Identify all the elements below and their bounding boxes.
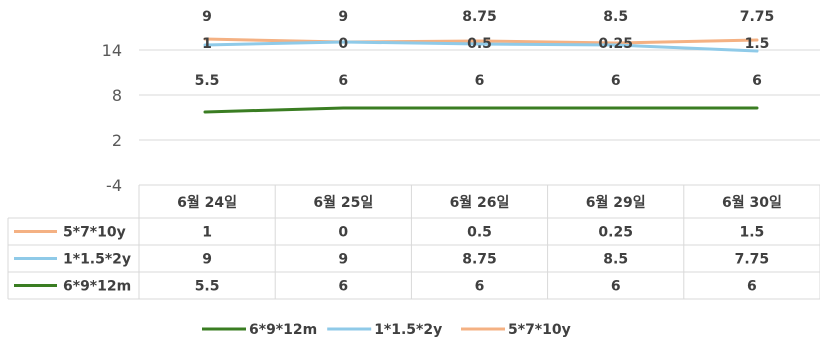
table-cell: 8.5 (603, 252, 628, 268)
data-label: 9 (338, 9, 348, 25)
data-label: 0.25 (598, 36, 633, 52)
table-cell: 0.25 (598, 225, 633, 241)
series-line-6-9-12m (205, 108, 757, 112)
data-label: 8.75 (462, 9, 497, 25)
data-label: 6 (338, 73, 348, 89)
legend-label: 1*1.5*2y (374, 322, 442, 338)
data-label: 7.75 (740, 9, 775, 25)
table-cell: 9 (338, 252, 348, 268)
y-tick-label: 2 (112, 131, 122, 150)
x-tick-label: 6월 25일 (313, 194, 373, 211)
table-cell: 5.5 (195, 279, 220, 295)
table-cell: 0 (338, 225, 348, 241)
table-series-name: 6*9*12m (63, 279, 131, 295)
data-label: 1.5 (745, 36, 770, 52)
x-tick-label: 6월 26일 (450, 194, 510, 211)
data-label: 0 (338, 36, 348, 52)
table-cell: 1.5 (739, 225, 764, 241)
y-tick-label: 8 (112, 86, 122, 105)
data-label: 5.5 (195, 73, 220, 89)
data-label: 9 (202, 9, 212, 25)
table-cell: 0.5 (467, 225, 492, 241)
data-label: 1 (202, 36, 212, 52)
data-label: 6 (752, 73, 762, 89)
data-label: 8.5 (603, 9, 628, 25)
x-tick-label: 6월 29일 (586, 194, 646, 211)
y-tick-label: -4 (106, 176, 122, 195)
table-cell: 8.75 (462, 252, 497, 268)
table-cell: 6 (338, 279, 348, 295)
legend-label: 5*7*10y (508, 322, 571, 338)
table-cell: 6 (475, 279, 485, 295)
legend-label: 6*9*12m (249, 322, 317, 338)
table-series-name: 5*7*10y (63, 225, 126, 241)
x-tick-label: 6월 30일 (722, 194, 782, 211)
table-cell: 1 (202, 225, 212, 241)
table-series-name: 1*1.5*2y (63, 252, 131, 268)
data-label: 6 (611, 73, 621, 89)
y-tick-label: 14 (102, 41, 122, 60)
table-cell: 6 (611, 279, 621, 295)
table-cell: 6 (747, 279, 757, 295)
table-cell: 9 (202, 252, 212, 268)
data-label: 0.5 (467, 36, 492, 52)
data-label: 6 (475, 73, 485, 89)
table-cell: 7.75 (735, 252, 770, 268)
x-tick-label: 6월 24일 (177, 194, 237, 211)
